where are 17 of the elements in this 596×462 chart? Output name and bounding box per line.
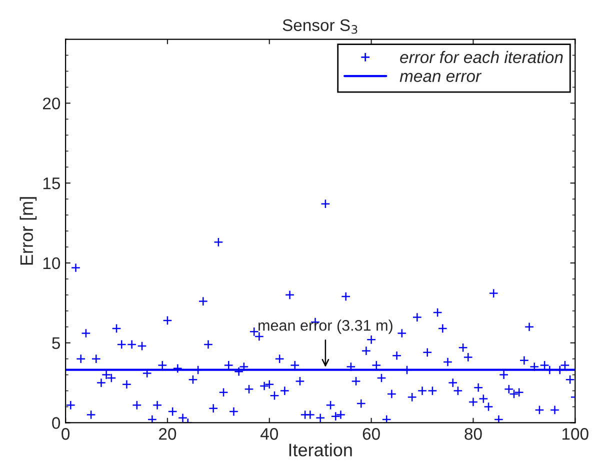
y-tick-label: 20 — [43, 98, 60, 110]
x-axis-title: Iteration — [289, 443, 352, 456]
x-tick-label: 100 — [562, 428, 588, 440]
annotation: mean error (3.31 m) — [258, 320, 392, 334]
x-tick-label: 20 — [159, 428, 176, 440]
legend-label: error for each iteration — [400, 50, 563, 64]
x-tick-label: 80 — [464, 428, 482, 440]
y-tick-label: 15 — [43, 178, 60, 190]
y-axis-title: Error [m] — [20, 197, 37, 265]
x-tick-label: 0 — [62, 428, 70, 440]
x-tick-label: 60 — [362, 428, 380, 440]
legend-label: mean error — [400, 72, 482, 82]
y-tick-label: 5 — [52, 337, 60, 350]
y-tick-label: 10 — [43, 257, 60, 270]
x-tick-label: 40 — [260, 428, 278, 440]
y-tick-label: 0 — [52, 417, 60, 429]
chart-title: Sensor S$_{3}$ — [282, 19, 358, 34]
